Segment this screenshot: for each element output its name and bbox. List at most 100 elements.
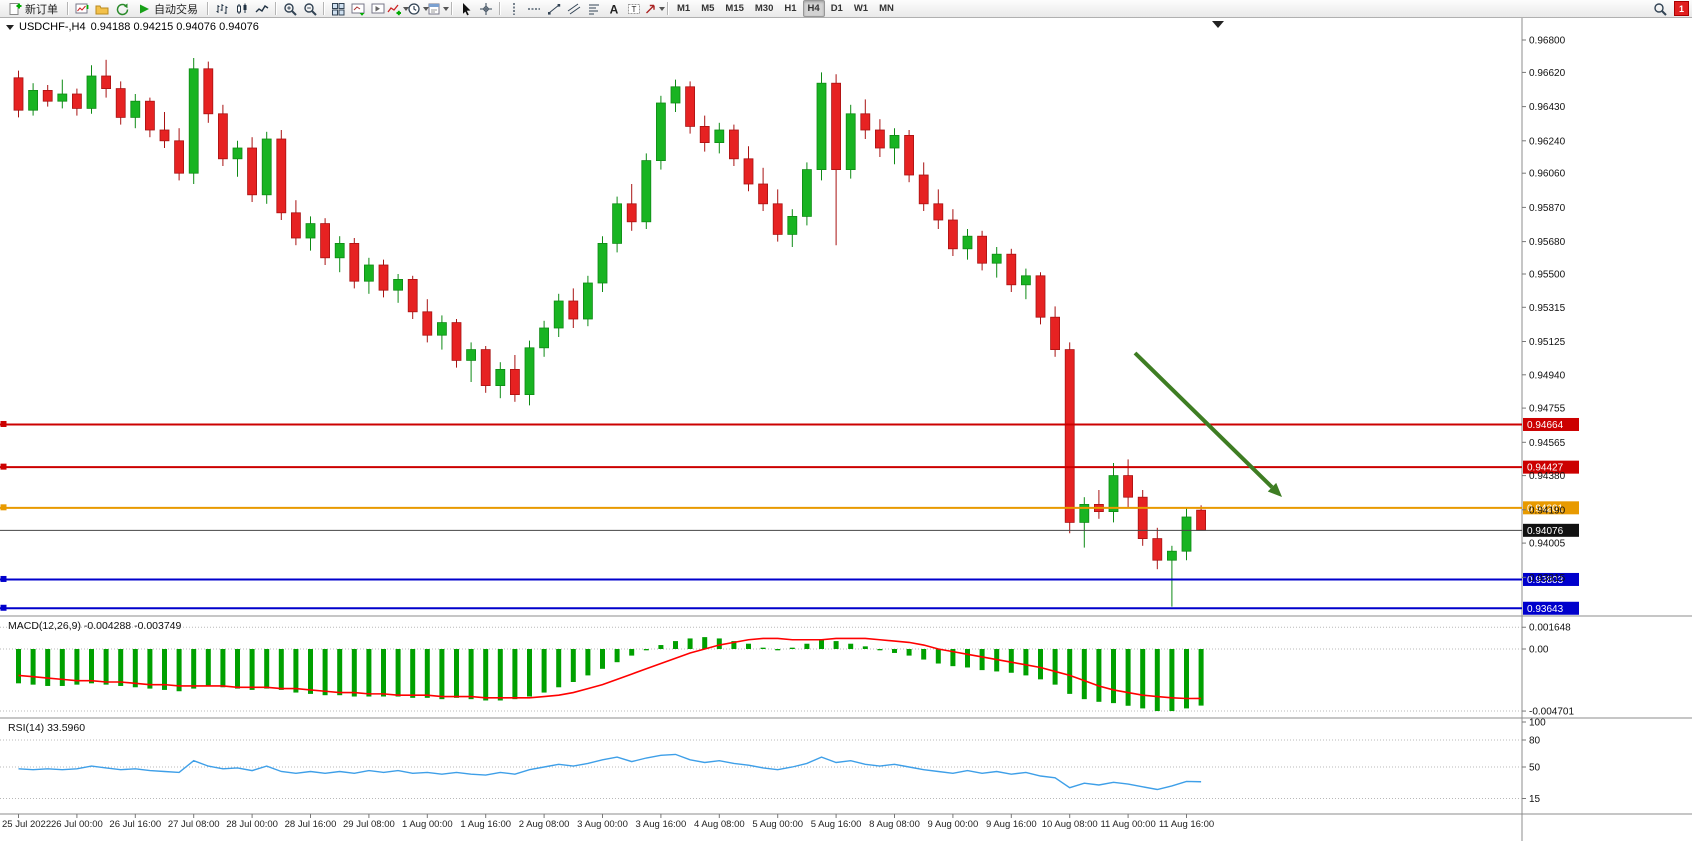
trendline-button[interactable] — [544, 0, 563, 18]
svg-text:0.94664: 0.94664 — [1527, 420, 1564, 431]
time-axis-label: 4 Aug 08:00 — [694, 819, 745, 830]
timeframe-button-mn[interactable]: MN — [879, 3, 894, 14]
price-axis-label: 0.95500 — [1529, 270, 1566, 281]
chevron-down-icon — [422, 6, 429, 11]
time-axis[interactable] — [0, 814, 1522, 841]
text-button[interactable]: A — [604, 0, 623, 18]
price-axis-label: 0.96620 — [1529, 68, 1566, 79]
svg-text:0.94076: 0.94076 — [1527, 526, 1564, 537]
timeframe-button-m30[interactable]: M30 — [754, 3, 774, 14]
price-axis-label: 0.94380 — [1529, 471, 1566, 482]
candles-icon — [235, 2, 249, 16]
templates-icon — [427, 2, 441, 16]
text-icon: A — [607, 2, 621, 16]
horizontal-line-object[interactable] — [0, 463, 1522, 470]
toolbar-separator — [207, 2, 208, 15]
ohlc-values: 0.94188 0.94215 0.94076 0.94076 — [90, 21, 259, 33]
price-axis[interactable] — [1522, 18, 1692, 814]
vertical-line-button[interactable] — [504, 0, 523, 18]
refresh-button[interactable] — [112, 0, 131, 18]
notification-badge[interactable]: 1 — [1674, 1, 1689, 16]
arrows-icon — [643, 2, 657, 16]
chevron-down-icon[interactable] — [6, 24, 14, 30]
symbol-ohlc-header: USDCHF-,H4 0.94188 0.94215 0.94076 0.940… — [6, 21, 259, 33]
crosshair-button[interactable] — [476, 0, 495, 18]
chart-shift-button[interactable] — [368, 0, 387, 18]
price-tag: 0.94664 — [1523, 417, 1579, 431]
timeframe-button-w1[interactable]: W1 — [853, 3, 869, 14]
svg-text:0.93803: 0.93803 — [1527, 575, 1564, 586]
horizontal-line-button[interactable] — [524, 0, 543, 18]
trend-arrow[interactable] — [1133, 351, 1282, 497]
arrows-button[interactable] — [643, 0, 665, 18]
timeframe-button-m5[interactable]: M5 — [701, 3, 715, 14]
time-axis-label: 1 Aug 16:00 — [460, 819, 511, 830]
auto-scroll-button[interactable] — [348, 0, 367, 18]
price-axis-label: 0.96800 — [1529, 36, 1566, 47]
rsi-axis-label: 100 — [1529, 718, 1546, 729]
time-axis-label: 2 Aug 08:00 — [519, 819, 570, 830]
line-anchor — [0, 504, 7, 511]
time-axis-label: 28 Jul 00:00 — [226, 819, 278, 830]
price-axis-label: 0.93815 — [1529, 573, 1566, 584]
bar-chart-button[interactable] — [212, 0, 231, 18]
cursor-button[interactable] — [456, 0, 475, 18]
refresh-icon — [115, 2, 129, 16]
chart-shift-marker[interactable] — [1212, 21, 1224, 28]
timeframe-button-m1[interactable]: M1 — [677, 3, 691, 14]
toolbar-separator — [499, 2, 500, 15]
svg-text:0.93643: 0.93643 — [1527, 604, 1564, 615]
zoom-out-button[interactable] — [300, 0, 319, 18]
horizontal-line-object[interactable] — [0, 575, 1522, 582]
rsi-line — [18, 753, 1202, 791]
price-axis-label: 0.95870 — [1529, 203, 1566, 214]
toolbar-separator — [451, 2, 452, 15]
macd-axis-label: -0.004701 — [1529, 707, 1574, 718]
new-order-button-label: 新订单 — [25, 3, 58, 16]
horizontal-line-object[interactable] — [0, 604, 1522, 611]
fibonacci-button[interactable] — [584, 0, 603, 18]
price-axis-label: 0.96430 — [1529, 102, 1566, 113]
profiles-icon — [95, 2, 109, 16]
profiles-button[interactable] — [92, 0, 111, 18]
search-button[interactable] — [1650, 0, 1669, 18]
templates-button[interactable] — [427, 0, 449, 18]
crosshair-icon — [479, 2, 493, 16]
rsi-axis-label: 50 — [1529, 763, 1541, 774]
time-axis-label: 29 Jul 08:00 — [343, 819, 395, 830]
new-order-icon — [8, 2, 22, 16]
new-order-button[interactable]: 新订单 — [3, 0, 63, 18]
tile-windows-button[interactable] — [328, 0, 347, 18]
timeframe-button-m15[interactable]: M15 — [725, 3, 744, 14]
candlestick-chart-button[interactable] — [232, 0, 251, 18]
channel-button[interactable] — [564, 0, 583, 18]
time-axis-label: 11 Aug 00:00 — [1100, 819, 1155, 830]
line-chart-button[interactable] — [252, 0, 271, 18]
macd-axis-label: 0.001648 — [1529, 623, 1571, 634]
autoscroll-icon — [351, 2, 365, 16]
horizontal-line-object[interactable] — [0, 504, 1522, 511]
horizontal-line-object[interactable] — [0, 420, 1522, 427]
new-chart-button[interactable] — [72, 0, 91, 18]
timeframe-button-h4[interactable]: H4 — [802, 0, 825, 17]
time-axis-label: 26 Jul 16:00 — [109, 819, 161, 830]
label-icon: T — [627, 2, 641, 16]
autotrading-button[interactable]: 自动交易 — [132, 0, 203, 18]
hline-icon — [527, 2, 541, 16]
toolbar-separator — [67, 2, 68, 15]
label-button[interactable]: T — [624, 0, 643, 18]
zoom-in-button[interactable] — [280, 0, 299, 18]
periods-button[interactable] — [407, 0, 429, 18]
svg-text:T: T — [631, 4, 636, 13]
indicators-button[interactable] — [386, 0, 409, 18]
timeframe-button-d1[interactable]: D1 — [830, 3, 843, 14]
new-chart-icon — [75, 2, 89, 16]
macd-axis-label: 0.00 — [1529, 645, 1549, 656]
autotrade-icon — [137, 2, 151, 16]
toolbar-separator — [275, 2, 276, 15]
timeframe-button-h1[interactable]: H1 — [784, 3, 797, 14]
price-axis-label: 0.94940 — [1529, 370, 1566, 381]
toolbar-separator — [667, 2, 668, 15]
price-axis-label: 0.94565 — [1529, 438, 1566, 449]
